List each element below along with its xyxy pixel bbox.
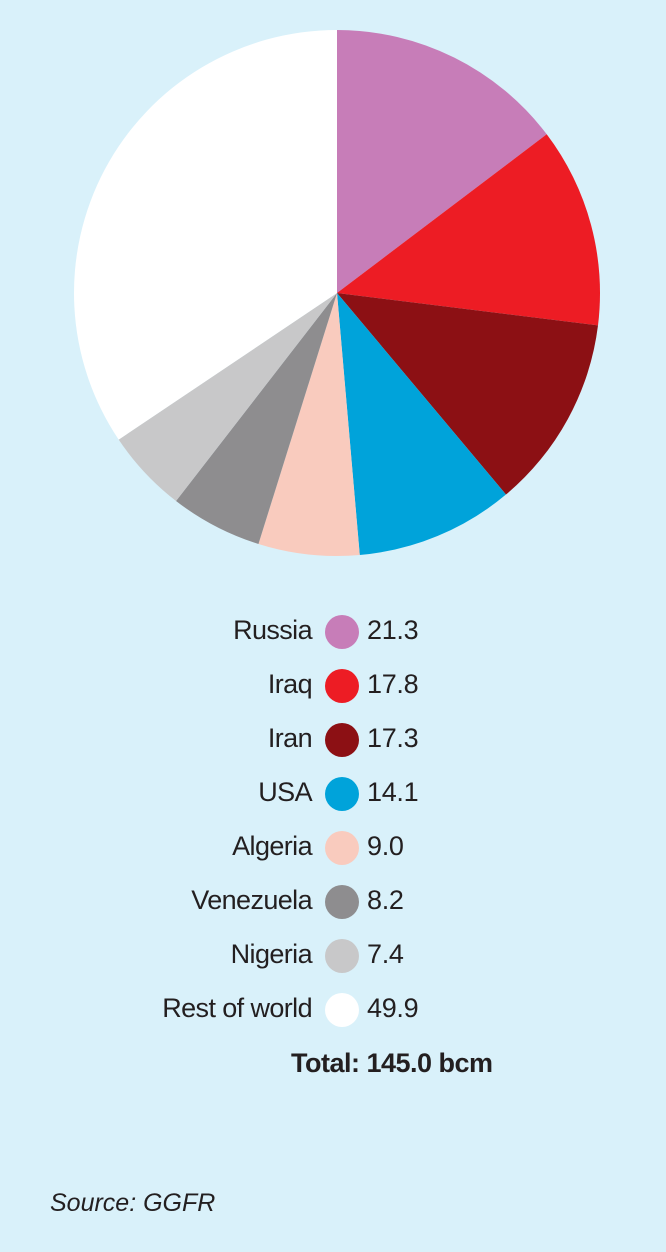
legend-value: 8.2 [367,885,404,915]
legend-item-usa: USA 14.1 [0,767,666,821]
legend-item-iran: Iran 17.3 [0,713,666,767]
legend-label: Venezuela [191,885,312,915]
legend-item-rest-of-world: Rest of world 49.9 [0,983,666,1037]
legend-item-nigeria: Nigeria 7.4 [0,929,666,983]
legend-swatch [325,885,359,919]
legend-item-russia: Russia 21.3 [0,605,666,659]
legend-item-algeria: Algeria 9.0 [0,821,666,875]
legend-swatch [325,669,359,703]
legend-value: 7.4 [367,939,404,969]
legend-swatch [325,615,359,649]
legend-label: Algeria [232,831,312,861]
pie-slice-algeria [258,293,360,556]
pie-chart [73,29,601,556]
legend-label: Iraq [267,669,313,699]
legend-swatch [325,723,359,757]
legend-item-iraq: Iraq 17.8 [0,659,666,713]
pie-slice-rest-of-world [73,29,338,440]
pie-slice-russia [337,30,547,293]
legend-label: USA [258,777,312,807]
pie-slice-venezuela [176,293,337,544]
legend-label: Russia [233,615,313,645]
legend-item-venezuela: Venezuela 8.2 [0,875,666,929]
legend-value: 17.8 [367,669,419,699]
legend-swatch [325,777,359,811]
pie-slice-usa [337,293,506,556]
legend-label: Iran [267,723,313,753]
legend-swatch [325,939,359,973]
source-note: Source: GGFR [50,1189,216,1217]
legend-label: Nigeria [230,939,313,969]
pie-slice-nigeria [118,293,338,501]
legend-value: 14.1 [367,777,419,807]
pie-slice-iraq [337,134,601,326]
legend-label: Rest of world [162,993,312,1023]
legend-value: 9.0 [367,831,404,861]
legend-swatch [325,993,359,1027]
legend-value: 21.3 [367,615,419,645]
pie-slice-iran [337,293,598,495]
legend-value: 17.3 [367,723,419,753]
legend-swatch [325,831,359,865]
legend-value: 49.9 [367,993,419,1023]
total-label: Total: 145.0 bcm [291,1048,493,1078]
